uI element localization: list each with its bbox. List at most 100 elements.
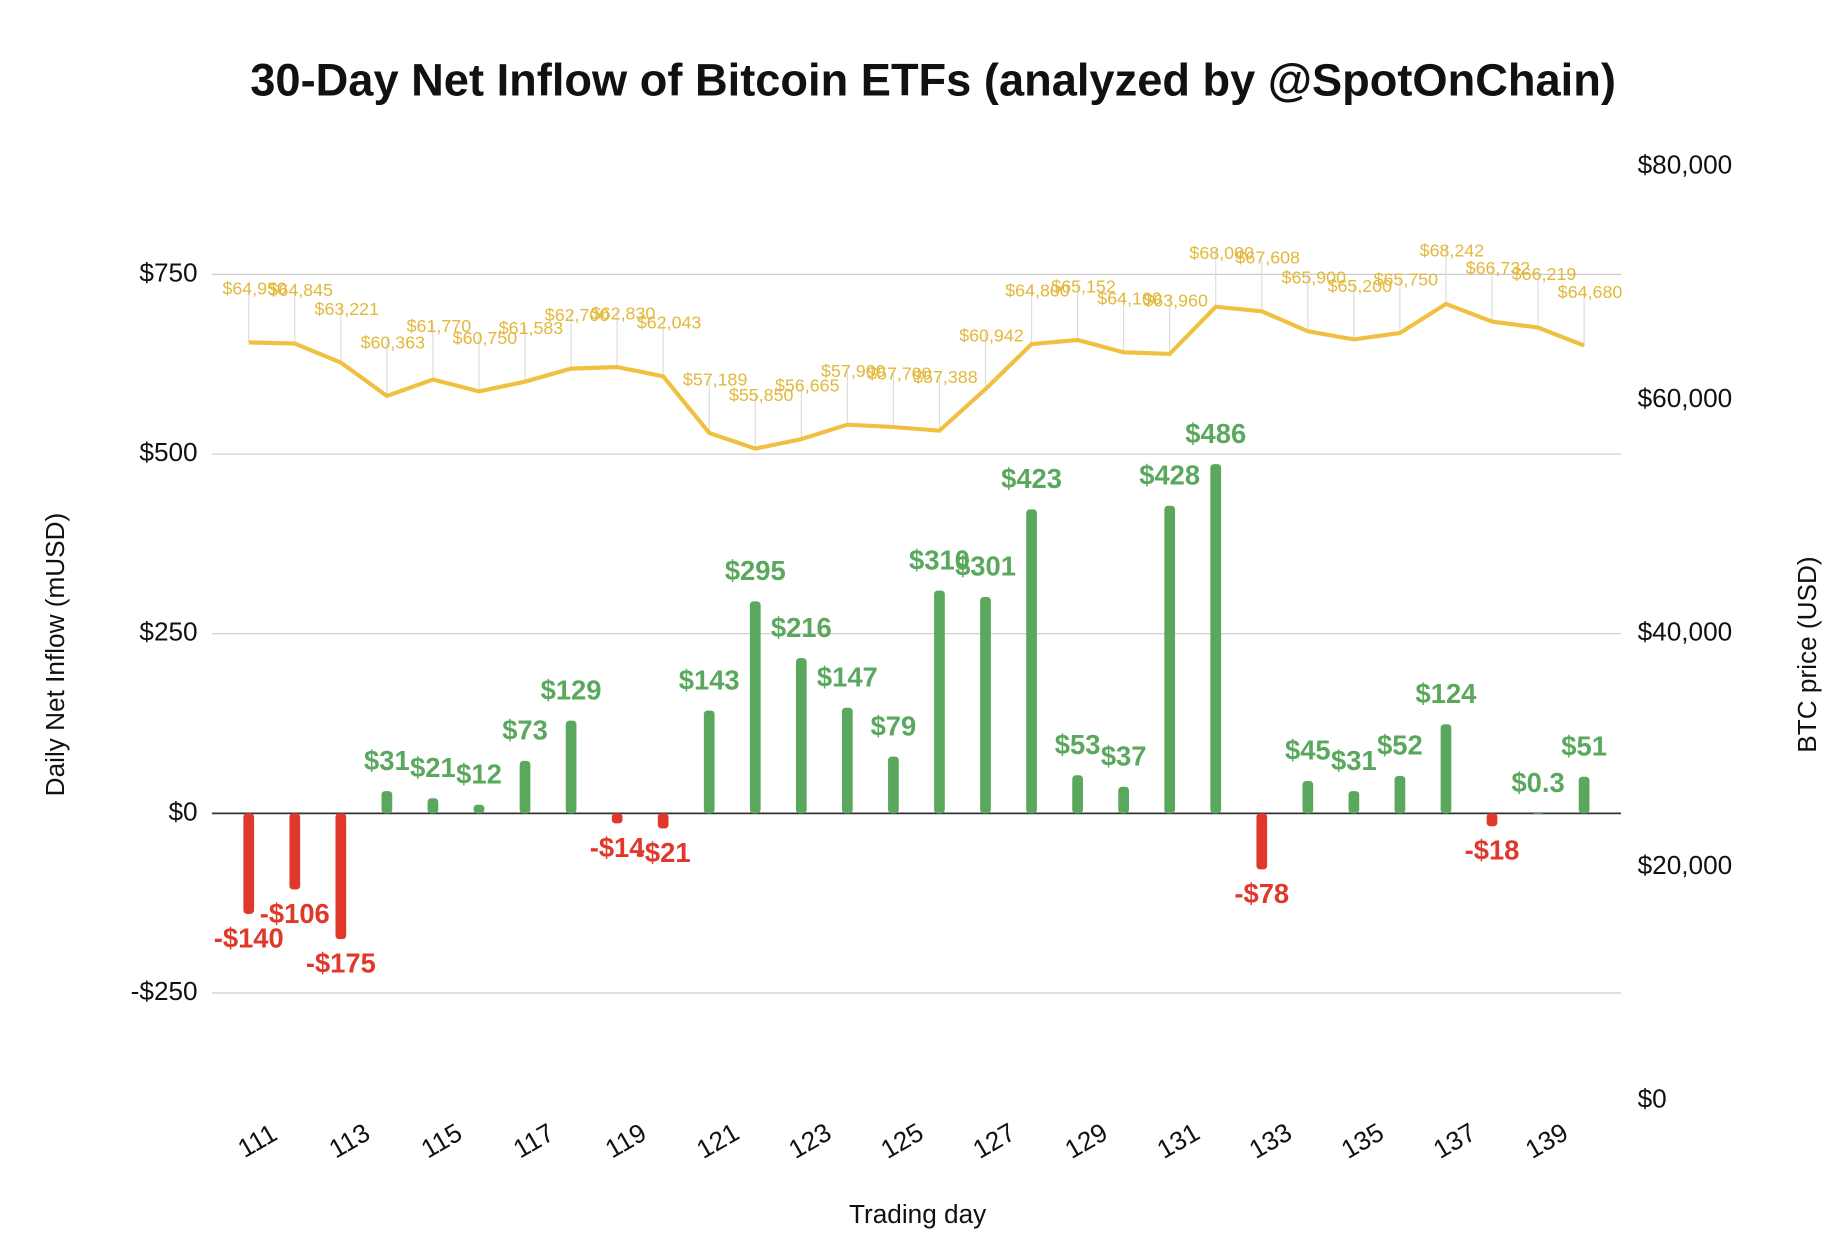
x-tick-label: 133	[1244, 1117, 1297, 1165]
price-value-label: $65,200	[1328, 276, 1393, 296]
bar	[1532, 813, 1544, 815]
bar	[611, 813, 623, 824]
bar	[703, 710, 715, 814]
bar	[289, 813, 301, 890]
bar	[749, 601, 761, 814]
price-value-label: $68,000	[1189, 243, 1254, 263]
bar-value-label: $0.3	[1511, 767, 1564, 798]
bar	[427, 798, 439, 814]
bar-value-label: -$14	[590, 832, 646, 863]
bar	[565, 720, 577, 814]
price-value-label: $65,750	[1374, 269, 1439, 289]
bar-value-label: $37	[1101, 740, 1147, 771]
bar-value-label: -$140	[214, 922, 284, 953]
bar-value-label: $428	[1139, 459, 1200, 490]
bar-value-label: $21	[410, 752, 456, 783]
y-tick-label: $0	[169, 796, 198, 826]
bar	[795, 658, 807, 814]
x-tick-label: 127	[968, 1117, 1021, 1165]
bar-value-label: -$21	[636, 837, 691, 868]
bar-value-label: $79	[871, 710, 917, 741]
x-axis-title: Trading day	[849, 1199, 987, 1229]
bar	[1394, 775, 1406, 814]
x-tick-label: 113	[324, 1117, 375, 1164]
x-tick-label: 121	[691, 1117, 744, 1165]
bar-value-label: $12	[456, 758, 502, 789]
bar	[934, 590, 945, 814]
bar-value-label: $310	[909, 544, 970, 575]
bar-value-label: $147	[817, 661, 878, 692]
bar-value-label: $45	[1285, 735, 1331, 766]
bar	[519, 760, 531, 814]
bar	[1256, 813, 1268, 870]
x-tick-label: 111	[233, 1118, 282, 1164]
price-value-label: $63,960	[1143, 290, 1208, 310]
bar	[842, 707, 853, 814]
bar	[243, 813, 255, 914]
x-tick-label: 135	[1336, 1117, 1389, 1165]
bar-value-label: $129	[541, 674, 602, 705]
y2-tick-label: $40,000	[1638, 617, 1733, 647]
bar-value-label: $216	[771, 612, 832, 643]
price-value-label: $60,942	[959, 326, 1024, 346]
price-value-label: $57,900	[821, 361, 886, 381]
price-value-label: $63,221	[315, 299, 380, 319]
price-value-label: $64,800	[1005, 280, 1070, 300]
bar	[1072, 775, 1083, 814]
price-value-label: $57,700	[867, 363, 932, 383]
price-value-label: $66,219	[1512, 264, 1577, 284]
bar	[1440, 724, 1452, 814]
bar-value-label: $295	[725, 555, 786, 586]
bar	[1302, 781, 1314, 814]
x-tick-label: 137	[1428, 1117, 1481, 1165]
x-tick-label: 115	[416, 1117, 467, 1164]
bar	[473, 804, 485, 814]
bar-value-label: -$106	[260, 898, 330, 929]
bar	[1118, 786, 1129, 814]
price-value-label: $66,732	[1466, 258, 1531, 278]
y2-tick-label: $20,000	[1638, 850, 1733, 880]
price-value-label: $61,770	[407, 316, 472, 336]
bar-value-label: $51	[1561, 730, 1607, 761]
x-tick-label: 119	[600, 1117, 651, 1164]
x-tick-label: 131	[1152, 1117, 1205, 1165]
bar-value-label: $31	[364, 745, 410, 776]
bar-value-label: $486	[1185, 418, 1246, 449]
y-tick-label: -$250	[131, 976, 198, 1006]
price-value-label: $64,100	[1097, 289, 1162, 309]
price-line	[248, 301, 1585, 451]
bar	[980, 597, 991, 814]
x-tick-label: 129	[1060, 1117, 1113, 1165]
price-value-label: $62,830	[591, 303, 656, 323]
bar	[1164, 505, 1176, 814]
chart-title: 30-Day Net Inflow of Bitcoin ETFs (analy…	[250, 54, 1616, 105]
x-tick-label: 139	[1520, 1117, 1573, 1165]
bar-value-label: -$175	[306, 948, 376, 979]
bar	[381, 791, 393, 814]
bar-value-label: $124	[1416, 678, 1478, 709]
bar-value-label: $53	[1055, 729, 1101, 760]
bar	[1486, 813, 1498, 827]
bar-value-label: $73	[502, 715, 548, 746]
price-value-label: $67,608	[1235, 248, 1300, 268]
bar	[657, 813, 669, 829]
y-axis-title: Daily Net Inflow (mUSD)	[40, 513, 70, 797]
x-tick-label: 117	[508, 1117, 559, 1164]
bar-value-label: -$18	[1465, 835, 1520, 866]
price-value-label: $65,152	[1051, 276, 1116, 296]
bar-value-label: $52	[1377, 730, 1423, 761]
price-value-label: $57,189	[683, 369, 748, 389]
y2-tick-label: $60,000	[1638, 383, 1733, 413]
price-value-label: $64,950	[222, 279, 287, 299]
y2-tick-label: $80,000	[1638, 150, 1733, 180]
price-value-label: $62,043	[637, 313, 702, 333]
y-tick-label: $250	[139, 617, 197, 647]
bar	[1210, 464, 1222, 814]
bar	[335, 813, 347, 940]
bar-value-label: $301	[955, 551, 1016, 582]
price-value-label: $62,700	[545, 305, 610, 325]
y-tick-label: $750	[139, 257, 197, 287]
y-tick-label: $500	[139, 437, 197, 467]
price-value-label: $65,900	[1282, 268, 1347, 288]
